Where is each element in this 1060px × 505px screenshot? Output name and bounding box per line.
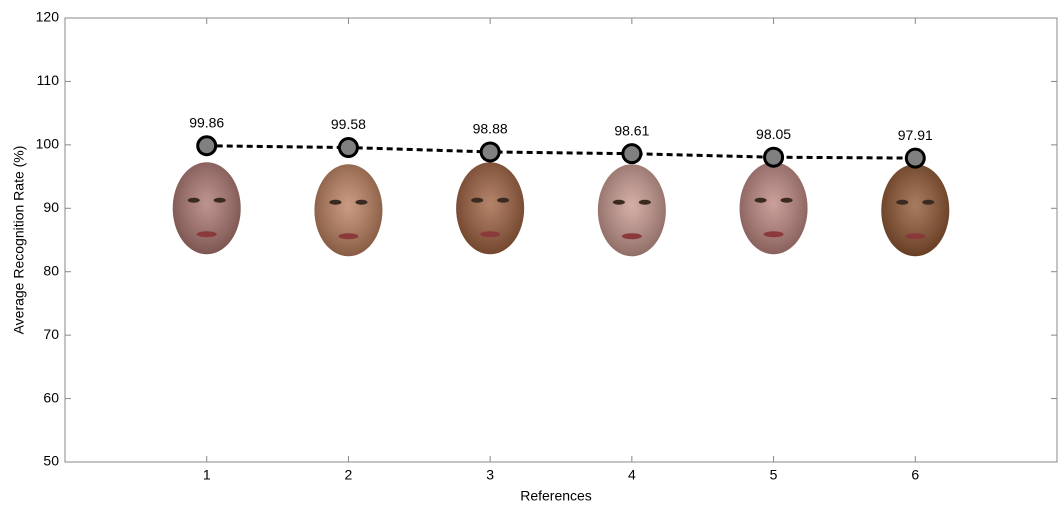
face-eye bbox=[755, 198, 767, 203]
data-point bbox=[906, 149, 924, 167]
data-point bbox=[481, 143, 499, 161]
x-axis-label: References bbox=[520, 488, 592, 504]
face-shading bbox=[456, 162, 524, 254]
x-tick-label: 5 bbox=[770, 467, 778, 483]
face-shading bbox=[314, 164, 382, 256]
x-tick-label: 6 bbox=[911, 467, 919, 483]
face-eye bbox=[497, 198, 509, 203]
face-shading bbox=[881, 164, 949, 256]
face-shading bbox=[173, 162, 241, 254]
y-tick-label: 120 bbox=[36, 9, 60, 25]
data-label: 99.86 bbox=[189, 114, 224, 130]
x-tick-label: 2 bbox=[345, 467, 353, 483]
data-point bbox=[623, 145, 641, 163]
data-label: 97.91 bbox=[898, 127, 933, 143]
face-eye bbox=[355, 200, 367, 205]
y-tick-label: 50 bbox=[43, 453, 59, 469]
y-tick-label: 100 bbox=[36, 136, 60, 152]
series-line bbox=[207, 146, 916, 158]
x-tick-label: 3 bbox=[486, 467, 494, 483]
data-point bbox=[339, 139, 357, 157]
data-label: 98.88 bbox=[473, 121, 508, 137]
face-eye bbox=[471, 198, 483, 203]
face-mouth bbox=[480, 231, 500, 237]
y-tick-label: 90 bbox=[43, 199, 59, 215]
face-eye bbox=[896, 200, 908, 205]
face-eye bbox=[639, 200, 651, 205]
face-mouth bbox=[905, 233, 925, 239]
y-axis-label: Average Recognition Rate (%) bbox=[11, 146, 27, 335]
face-mouth bbox=[764, 231, 784, 237]
x-tick-label: 1 bbox=[203, 467, 211, 483]
y-tick-label: 80 bbox=[43, 262, 59, 278]
face-eye bbox=[188, 198, 200, 203]
data-point bbox=[198, 137, 216, 155]
face-eye bbox=[329, 200, 341, 205]
face-shading bbox=[740, 162, 808, 254]
face-eye bbox=[214, 198, 226, 203]
data-label: 98.61 bbox=[614, 122, 649, 138]
data-point bbox=[765, 148, 783, 166]
chart: References Average Recognition Rate (%) … bbox=[0, 0, 1060, 505]
face-mouth bbox=[197, 231, 217, 237]
face-mouth bbox=[622, 233, 642, 239]
face-eye bbox=[613, 200, 625, 205]
data-label: 98.05 bbox=[756, 126, 791, 142]
face-mouth bbox=[338, 233, 358, 239]
x-tick-label: 4 bbox=[628, 467, 636, 483]
face-shading bbox=[598, 164, 666, 256]
face-eye bbox=[922, 200, 934, 205]
data-label: 99.58 bbox=[331, 116, 366, 132]
y-tick-label: 60 bbox=[43, 389, 59, 405]
y-tick-label: 70 bbox=[43, 326, 59, 342]
y-tick-label: 110 bbox=[37, 72, 60, 88]
face-eye bbox=[781, 198, 793, 203]
